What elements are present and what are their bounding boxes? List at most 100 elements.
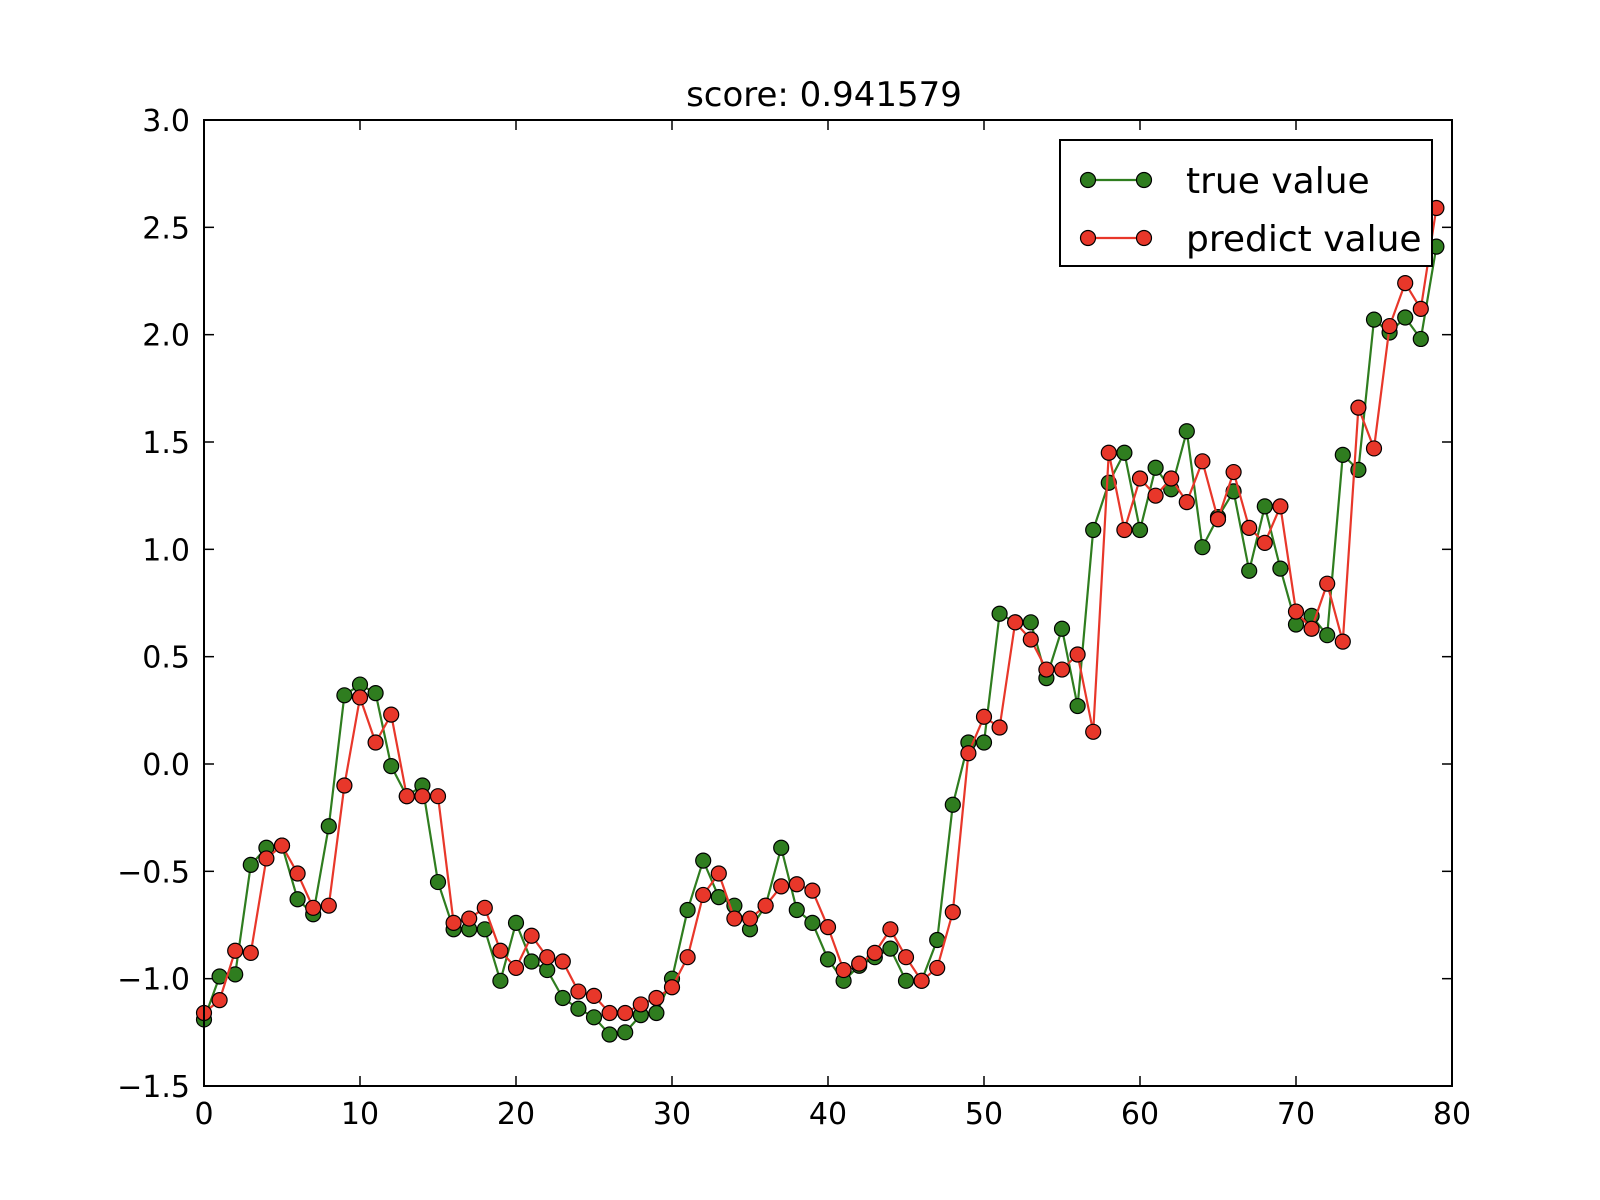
data-point bbox=[1256, 498, 1273, 515]
data-point bbox=[1303, 620, 1320, 637]
data-point bbox=[1319, 627, 1336, 644]
data-point bbox=[585, 987, 603, 1004]
data-point bbox=[554, 989, 571, 1007]
data-point bbox=[819, 951, 837, 968]
data-point bbox=[741, 910, 759, 927]
data-point bbox=[507, 959, 525, 977]
data-point bbox=[336, 777, 353, 794]
data-point bbox=[1085, 521, 1102, 539]
data-point bbox=[1412, 300, 1429, 318]
data-point bbox=[258, 850, 275, 867]
data-point bbox=[476, 899, 493, 916]
y-tick-label: 0.0 bbox=[142, 748, 190, 783]
data-point bbox=[1116, 521, 1133, 539]
data-point bbox=[851, 955, 868, 972]
data-point bbox=[585, 1009, 603, 1026]
data-point bbox=[648, 1004, 665, 1022]
plot-frame bbox=[203, 119, 1453, 1087]
data-point bbox=[367, 685, 384, 702]
data-point bbox=[1053, 661, 1071, 678]
data-point bbox=[913, 972, 930, 989]
x-tick-label: 80 bbox=[1433, 1097, 1471, 1132]
legend-marker bbox=[1079, 229, 1097, 247]
y-tick-label: −1.5 bbox=[117, 1070, 190, 1105]
data-point bbox=[227, 942, 244, 959]
data-point bbox=[1007, 614, 1024, 631]
data-point bbox=[897, 949, 915, 966]
data-point bbox=[882, 940, 899, 957]
data-point bbox=[383, 706, 400, 723]
data-point bbox=[648, 989, 665, 1007]
data-point bbox=[507, 914, 525, 931]
data-point bbox=[570, 1000, 587, 1017]
data-point bbox=[944, 796, 961, 813]
data-point bbox=[1053, 620, 1071, 637]
data-point bbox=[726, 910, 743, 927]
data-point bbox=[289, 865, 306, 882]
data-point bbox=[429, 873, 447, 891]
legend-entry: predict value bbox=[1079, 219, 1422, 260]
data-point bbox=[1365, 440, 1383, 457]
x-tick-label: 60 bbox=[1121, 1097, 1159, 1132]
data-point bbox=[1038, 661, 1055, 678]
data-point bbox=[1225, 463, 1242, 481]
data-point bbox=[320, 897, 337, 914]
data-point bbox=[492, 972, 509, 989]
data-point bbox=[1147, 459, 1164, 476]
data-point bbox=[1334, 446, 1351, 463]
data-point bbox=[1085, 723, 1102, 740]
data-point bbox=[1334, 633, 1351, 650]
data-point bbox=[773, 878, 790, 895]
y-tick-label: 2.0 bbox=[142, 319, 190, 354]
data-point bbox=[632, 996, 649, 1013]
data-point bbox=[944, 904, 961, 921]
y-tick-label: −0.5 bbox=[117, 855, 190, 890]
data-point bbox=[1241, 519, 1258, 536]
data-point bbox=[1194, 453, 1211, 470]
data-point bbox=[242, 944, 259, 962]
data-point bbox=[882, 921, 899, 938]
data-point bbox=[1241, 562, 1258, 579]
data-point bbox=[929, 959, 946, 977]
data-point bbox=[523, 927, 540, 944]
x-tick-label: 70 bbox=[1277, 1097, 1315, 1132]
legend-marker bbox=[1135, 171, 1153, 189]
data-point bbox=[1319, 575, 1336, 592]
data-point bbox=[1365, 311, 1383, 328]
data-point bbox=[414, 788, 431, 805]
data-point bbox=[1350, 399, 1367, 416]
data-point bbox=[601, 1026, 618, 1043]
legend-marker bbox=[1135, 229, 1153, 247]
x-tick-label: 30 bbox=[653, 1097, 691, 1132]
data-point bbox=[1147, 487, 1164, 504]
y-tick-label: 1.5 bbox=[142, 426, 190, 461]
x-tick-label: 10 bbox=[341, 1097, 379, 1132]
chart-title: score: 0.941579 bbox=[686, 75, 962, 115]
data-point bbox=[960, 745, 977, 762]
data-point bbox=[695, 852, 712, 869]
legend-entry: true value bbox=[1079, 161, 1370, 202]
data-point bbox=[1287, 603, 1305, 620]
data-point bbox=[305, 899, 322, 916]
data-point bbox=[601, 1004, 618, 1022]
data-point bbox=[1022, 631, 1039, 648]
data-point bbox=[663, 979, 681, 996]
data-point bbox=[1069, 697, 1086, 715]
data-point bbox=[695, 886, 712, 904]
data-point bbox=[398, 788, 415, 805]
data-point bbox=[1272, 560, 1289, 577]
data-point bbox=[1116, 444, 1133, 461]
data-point bbox=[351, 689, 369, 706]
data-point bbox=[866, 944, 883, 962]
data-point bbox=[429, 788, 447, 805]
data-point bbox=[1069, 646, 1086, 663]
y-tick-label: −1.0 bbox=[117, 963, 190, 998]
data-point bbox=[523, 953, 540, 970]
data-point bbox=[975, 708, 993, 725]
data-point bbox=[273, 837, 291, 854]
data-point bbox=[757, 897, 774, 914]
data-point bbox=[461, 910, 478, 927]
data-point bbox=[492, 942, 509, 959]
data-point bbox=[773, 839, 790, 856]
